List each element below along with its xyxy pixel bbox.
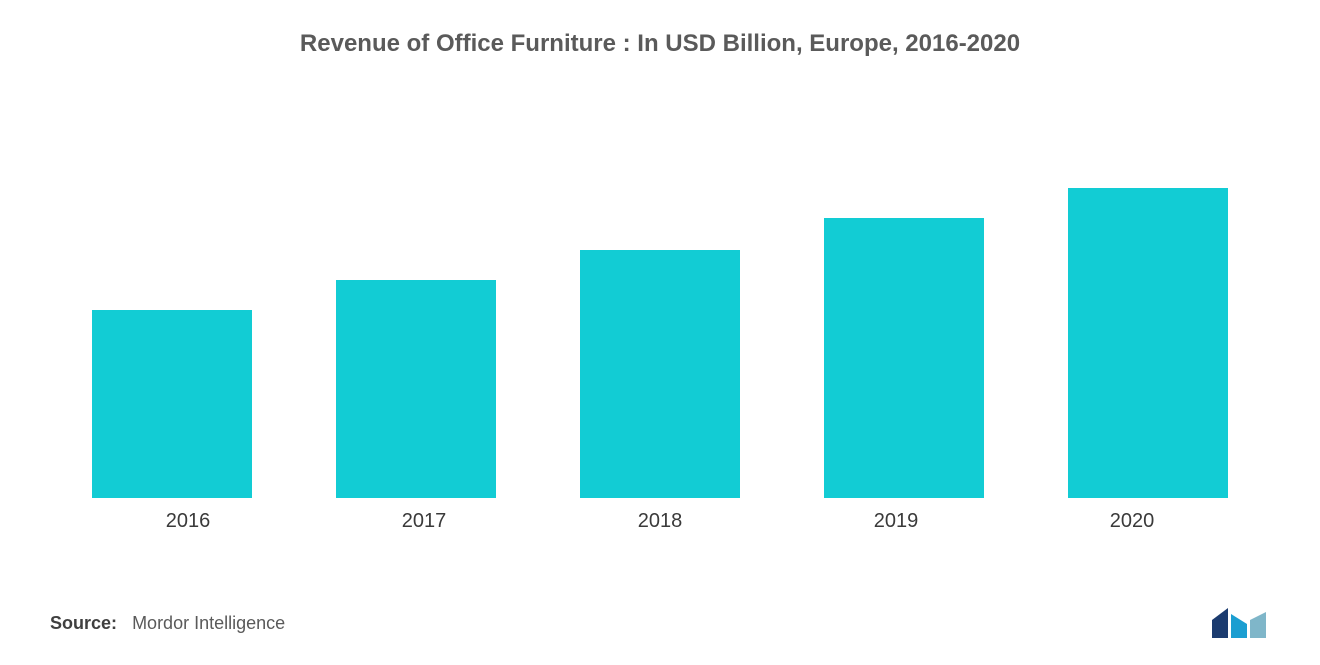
bar-wrap	[538, 68, 782, 498]
chart-title: Revenue of Office Furniture : In USD Bil…	[50, 30, 1270, 58]
bar-label-2019: 2019	[778, 510, 1014, 533]
bar-wrap	[782, 68, 1026, 498]
bar-2019	[824, 218, 984, 498]
chart-container: 20162017201820192020	[50, 68, 1270, 533]
bar-label-2020: 2020	[1014, 510, 1250, 533]
bar-wrap	[1026, 68, 1270, 498]
bar-label-2016: 2016	[70, 510, 306, 533]
bar-2017	[336, 280, 496, 498]
source-text: Mordor Intelligence	[132, 613, 285, 633]
source-citation: Source: Mordor Intelligence	[50, 613, 285, 634]
chart-bars-area	[50, 68, 1270, 498]
chart-footer: Source: Mordor Intelligence	[50, 606, 1270, 640]
bar-2018	[580, 250, 740, 498]
source-value	[122, 613, 132, 633]
chart-labels-row: 20162017201820192020	[50, 510, 1270, 533]
mordor-logo-icon	[1210, 606, 1270, 640]
bar-2020	[1068, 188, 1228, 498]
bar-wrap	[294, 68, 538, 498]
bar-label-2017: 2017	[306, 510, 542, 533]
bar-2016	[92, 310, 252, 498]
bar-wrap	[50, 68, 294, 498]
bar-label-2018: 2018	[542, 510, 778, 533]
source-label: Source:	[50, 613, 117, 633]
